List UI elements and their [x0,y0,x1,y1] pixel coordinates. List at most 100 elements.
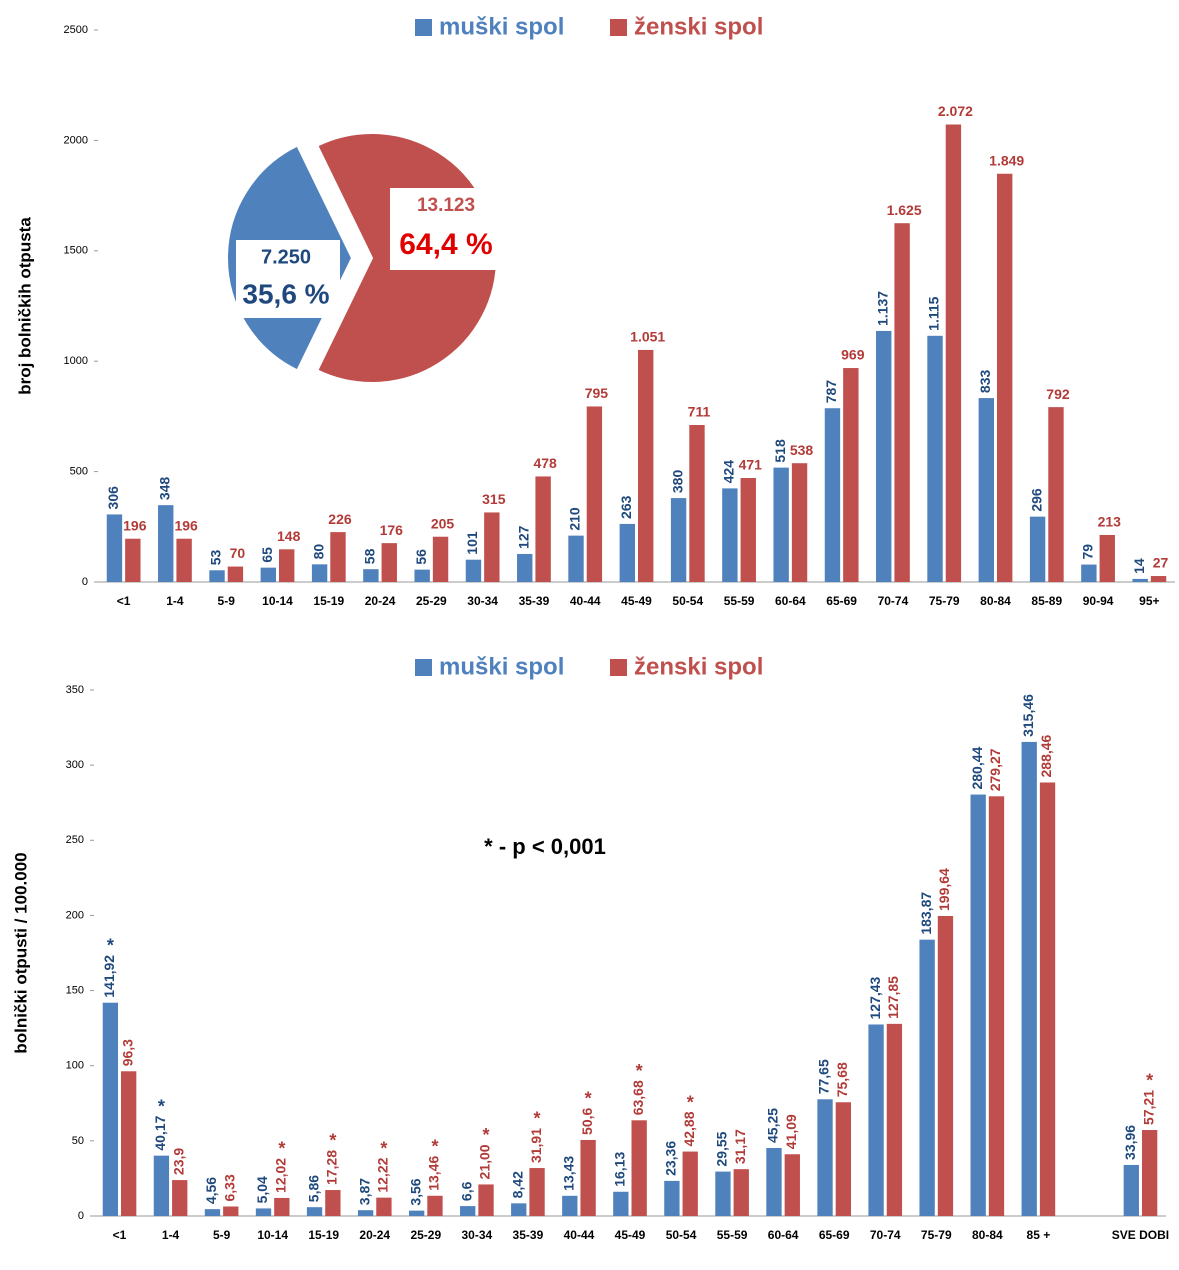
bar [1141,1130,1158,1216]
bar [1021,741,1037,1216]
x-tick-label: 10-14 [257,1228,288,1242]
bar [1029,516,1046,582]
bar [325,1190,341,1216]
bar [465,559,482,582]
value-label: 41,09 [783,1114,799,1149]
significance-marker: * [1146,1071,1153,1091]
y-tick-label: 1000 [64,355,88,367]
value-label: 833 [977,370,993,394]
bar [363,569,379,582]
x-tick-label: 15-19 [313,594,344,608]
significance-marker: * [380,1138,387,1158]
value-label: 792 [1046,386,1070,402]
x-tick-label: 25-29 [416,594,447,608]
value-label: 4,56 [203,1177,219,1204]
value-label: 13,46 [426,1156,442,1191]
significance-marker: * [534,1109,541,1129]
value-label: 199,64 [936,868,952,911]
value-label: 196 [174,517,198,533]
value-label: 101 [464,531,480,555]
bar [1099,534,1115,582]
value-label: 40,17 [152,1115,168,1150]
value-label: 1.051 [630,329,665,345]
y-axis-label: bolnički otpusti / 100.000 [11,852,30,1053]
x-tick-label: 70-74 [870,1228,901,1242]
value-label: 17,28 [324,1150,340,1185]
x-tick-label: 25-29 [410,1228,441,1242]
significance-marker: * [687,1092,694,1112]
value-label: 42,88 [681,1111,697,1146]
bar [517,553,533,582]
bar [919,939,935,1216]
bar [153,1155,170,1216]
value-label: 21,00 [477,1144,493,1179]
significance-marker: * [431,1136,438,1156]
value-label: 31,17 [732,1129,748,1164]
significance-marker: * [585,1088,592,1108]
bar [478,1184,494,1216]
x-tick-label: 35-39 [519,594,550,608]
x-tick-label: 85 + [1027,1228,1051,1242]
significance-marker: * [158,1096,165,1116]
y-tick-label: 0 [78,1210,84,1222]
bar [682,1151,698,1216]
x-tick-label: 20-24 [365,594,396,608]
value-label: 263 [618,495,634,519]
x-tick-label: 15-19 [308,1228,339,1242]
bar [824,408,841,582]
value-label: 12,02 [273,1158,289,1193]
value-label: 306 [105,486,121,510]
value-label: 280,44 [969,747,985,790]
bar [835,1102,852,1216]
bar [172,1180,188,1216]
x-tick-label: 55-59 [717,1228,748,1242]
bar [306,1207,323,1216]
value-label: 65 [259,547,275,563]
bar [279,549,295,582]
bar [204,1209,221,1216]
value-label: 31,91 [528,1128,544,1163]
x-tick-label: 5-9 [218,594,236,608]
bar [106,514,123,582]
bar [619,523,635,582]
value-label: 45,25 [765,1108,781,1143]
bar [357,1210,374,1216]
bar [997,173,1013,583]
value-label: 27 [1153,555,1169,571]
bar [568,535,584,582]
x-tick-label: <1 [113,1228,127,1242]
value-label: 77,65 [816,1059,832,1094]
x-tick-label: 50-54 [666,1228,697,1242]
bar [1150,576,1167,582]
bar [970,794,986,1216]
value-label: 96,3 [119,1039,135,1066]
x-tick-label: 1-4 [166,594,184,608]
bar [1048,407,1064,582]
bar [733,1169,749,1216]
bar [766,1147,782,1216]
label-box [236,240,340,318]
pie-percent-label: 35,6 % [242,278,329,309]
bar [937,915,954,1216]
legend-label: muški spol [439,653,564,680]
value-label: 348 [156,477,172,501]
value-label: 424 [721,460,737,484]
bar [125,538,141,582]
value-label: 29,55 [714,1131,730,1166]
bar [562,1195,578,1216]
value-label: 279,27 [987,748,1003,791]
legend-label: ženski spol [634,653,763,680]
x-tick-label: 30-34 [467,594,498,608]
bar [664,1180,680,1216]
bar [311,564,328,582]
bar [945,124,962,582]
value-label: 79 [1080,544,1096,560]
value-label: 127,43 [867,976,883,1019]
x-tick-label: 80-84 [972,1228,1003,1242]
x-tick-label: 65-69 [819,1228,850,1242]
y-tick-label: 1500 [64,245,88,257]
bar [670,498,687,582]
bar [876,330,892,582]
annotation: * - p < 0,001 [484,834,606,859]
y-tick-label: 200 [66,909,84,921]
